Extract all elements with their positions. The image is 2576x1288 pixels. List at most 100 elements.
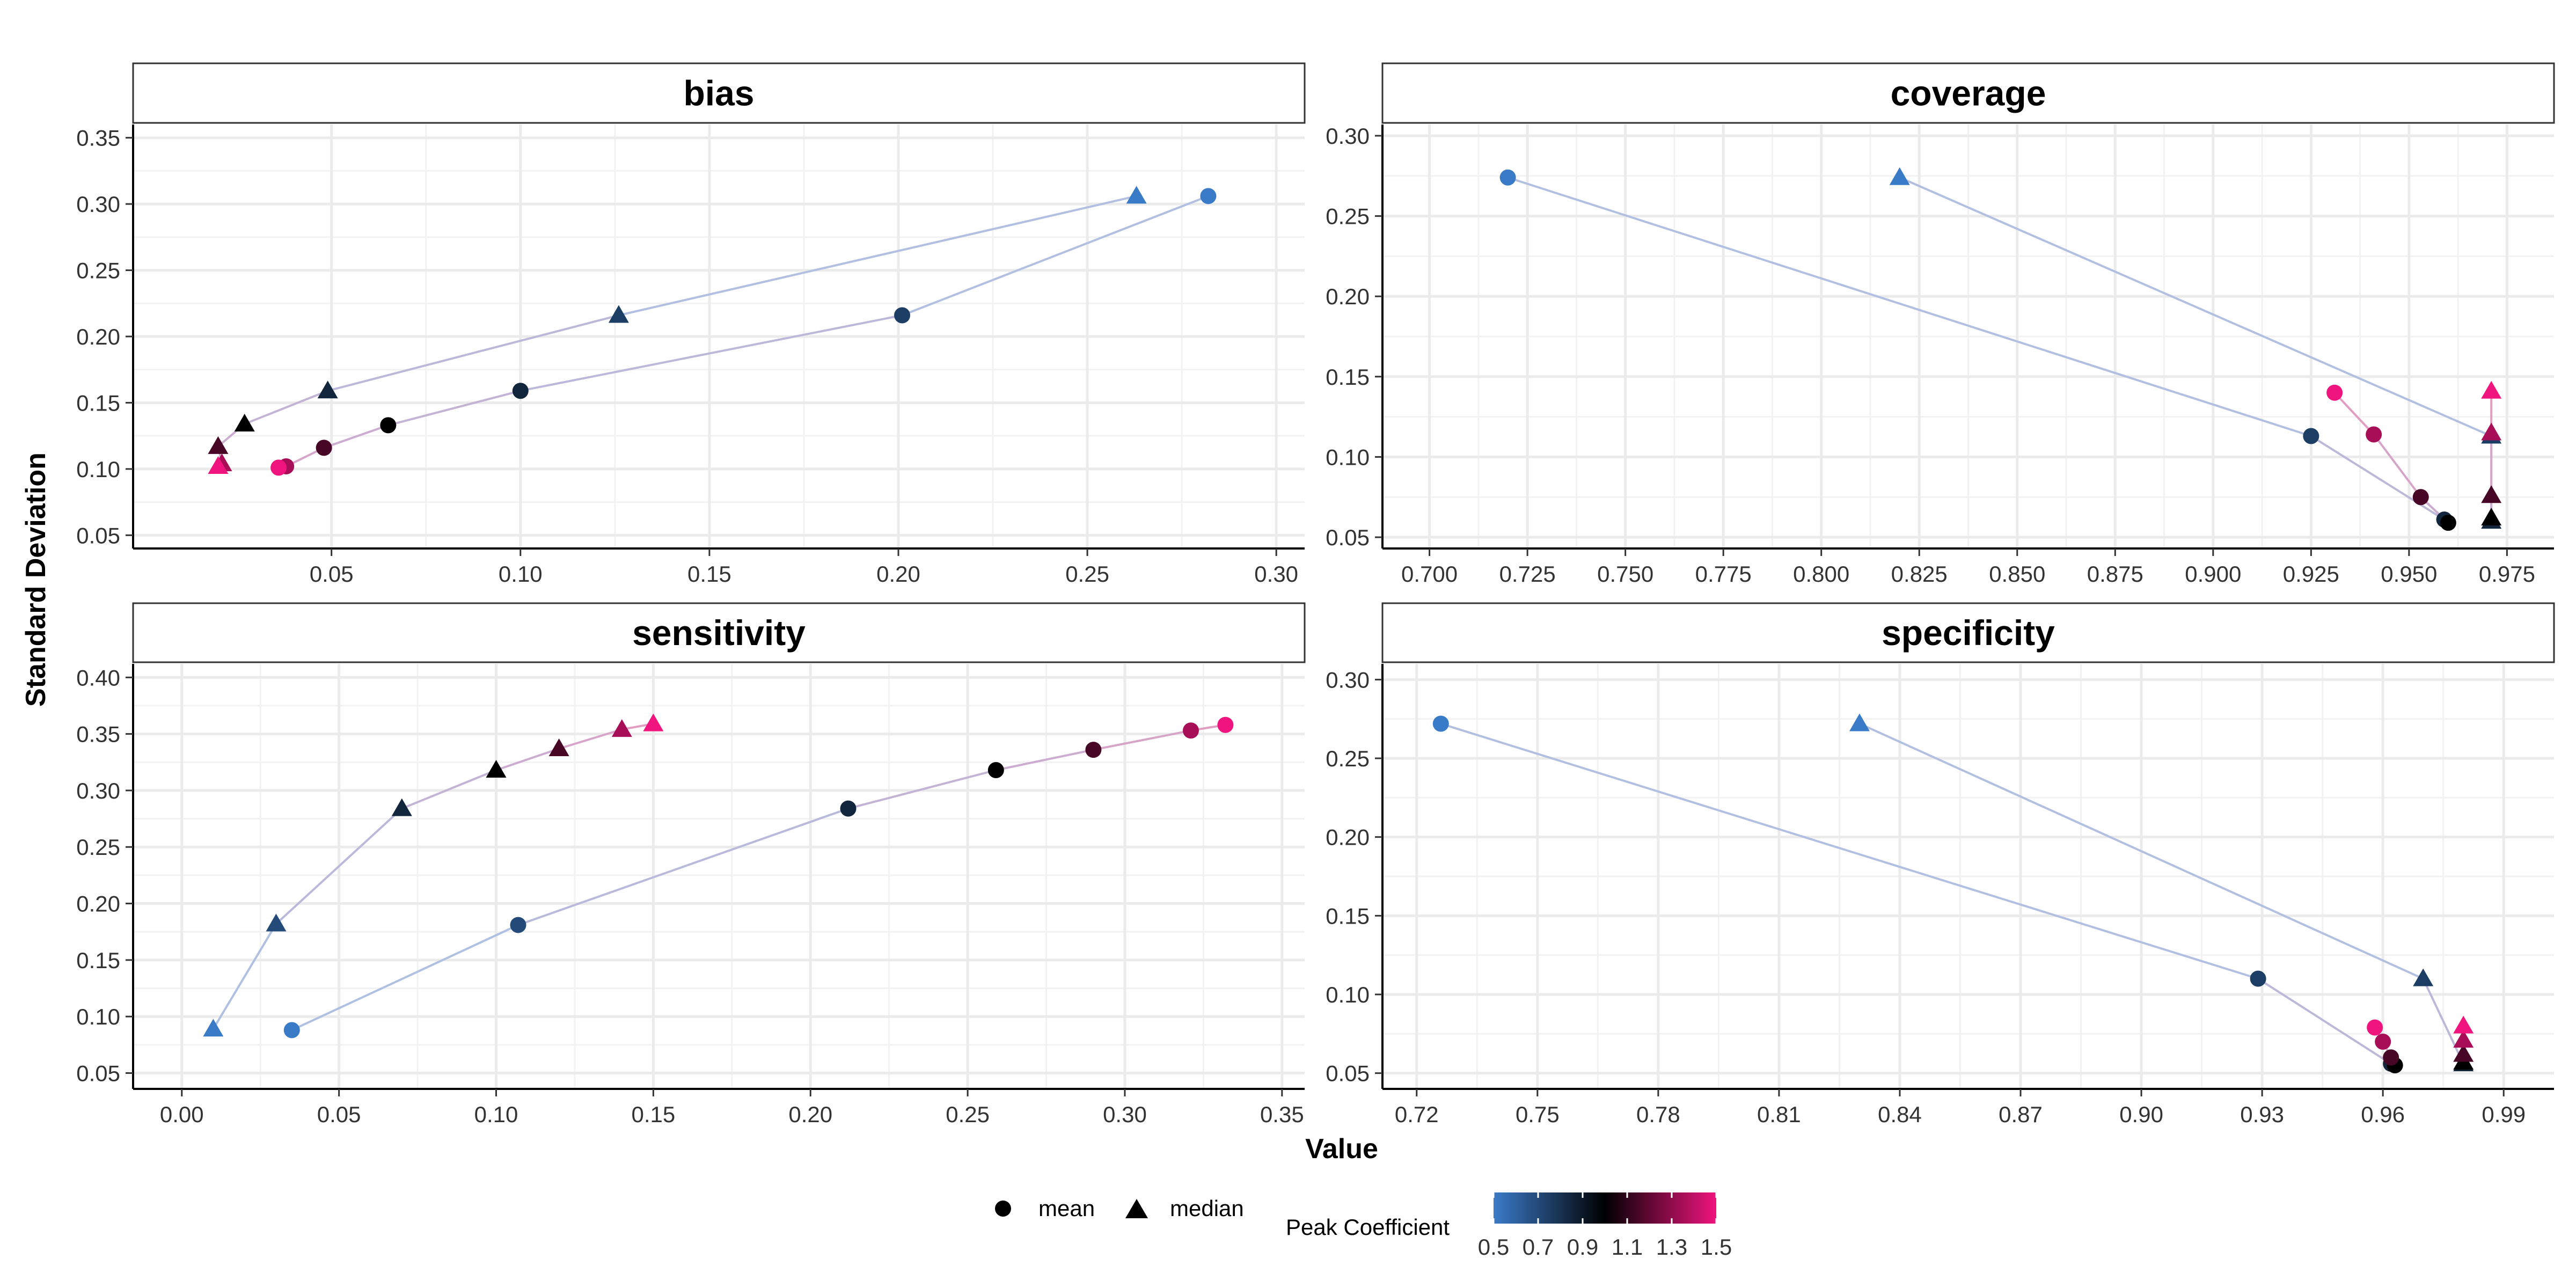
median-point — [2453, 1015, 2474, 1034]
y-tick-label: 0.10 — [76, 1004, 120, 1029]
mean-point — [316, 440, 332, 456]
y-tick-label: 0.30 — [76, 778, 120, 803]
y-tick-label: 0.30 — [1326, 667, 1370, 692]
mean-connector-line — [1507, 176, 2311, 437]
x-tick-label: 0.96 — [2361, 1102, 2405, 1127]
mean-point — [1182, 722, 1199, 739]
mean-point — [840, 800, 857, 817]
mean-point — [2412, 489, 2429, 506]
x-tick-label: 0.20 — [788, 1102, 832, 1127]
x-tick-label: 0.850 — [1989, 561, 2045, 587]
median-point — [1849, 713, 1870, 731]
y-tick-label: 0.25 — [1326, 746, 1370, 771]
x-tick-label: 0.84 — [1878, 1102, 1922, 1127]
y-tick-label: 0.20 — [1326, 825, 1370, 850]
x-tick-label: 0.750 — [1597, 561, 1653, 587]
median-point — [234, 413, 255, 431]
median-connector-line — [401, 769, 497, 810]
median-connector-line — [559, 728, 623, 750]
mean-point — [2326, 384, 2343, 401]
gridlines — [1382, 664, 2554, 1089]
median-point — [208, 436, 229, 454]
mean-connector-line — [520, 314, 903, 392]
panel-sensitivity: sensitivity 0.00 0.05 0.10 0.15 0.20 0.25 0.30 0… — [76, 602, 1306, 1127]
mean-point — [2367, 1019, 2383, 1036]
colorbar-tick-label: 0.9 — [1567, 1234, 1598, 1260]
y-tick-label: 0.35 — [76, 126, 120, 151]
mean-point — [512, 383, 529, 399]
x-tick-label: 0.725 — [1499, 561, 1556, 587]
mean-point — [510, 917, 526, 933]
x-tick-label: 0.81 — [1757, 1102, 1801, 1127]
y-tick-label: 0.25 — [76, 835, 120, 860]
y-tick-label: 0.15 — [1326, 364, 1370, 390]
mean-point — [2366, 426, 2382, 443]
x-tick-label: 0.75 — [1516, 1102, 1560, 1127]
y-tick-label: 0.05 — [76, 523, 120, 548]
y-tick-label: 0.05 — [76, 1061, 120, 1086]
x-tick-label: 0.93 — [2240, 1102, 2284, 1127]
median-point — [2413, 968, 2434, 986]
median-point — [208, 456, 229, 474]
median-point — [391, 798, 412, 816]
x-tick-label: 0.700 — [1401, 561, 1458, 587]
x-tick-label: 0.25 — [1065, 561, 1109, 587]
y-tick-label: 0.20 — [76, 324, 120, 349]
x-tick-label: 0.25 — [946, 1102, 990, 1127]
x-tick-label: 0.875 — [2087, 561, 2143, 587]
facet-title: bias — [683, 74, 754, 113]
median-point — [2453, 1044, 2474, 1062]
mean-connector-line — [1440, 722, 2259, 980]
y-tick-label: 0.10 — [76, 457, 120, 482]
mean-point — [1432, 715, 1449, 732]
median-point — [266, 913, 287, 932]
x-tick-label: 0.15 — [632, 1102, 676, 1127]
mean-point — [380, 417, 397, 434]
legend-mean-symbol — [995, 1201, 1011, 1217]
y-tick-label: 0.15 — [1326, 903, 1370, 928]
mean-point — [1217, 716, 1234, 733]
mean-connector-line — [387, 390, 521, 427]
series-median — [203, 713, 664, 1037]
median-point — [317, 380, 338, 399]
mean-point — [1499, 169, 1516, 186]
y-tick-label: 0.10 — [1326, 982, 1370, 1007]
mean-point — [2383, 1049, 2399, 1066]
facet-panels: bias 0.05 0.10 0.15 0.20 0.25 0.30 0.05 0.10 0.15… — [76, 62, 2555, 1127]
y-tick-label: 0.25 — [1326, 204, 1370, 229]
x-tick-label: 0.825 — [1891, 561, 1948, 587]
colorbar-tick-label: 0.5 — [1478, 1234, 1509, 1260]
mean-point — [1200, 188, 1217, 204]
y-tick-label: 0.15 — [76, 390, 120, 415]
series-median — [1889, 167, 2502, 529]
mean-connector-line — [1093, 729, 1191, 751]
x-tick-label: 0.775 — [1695, 561, 1752, 587]
y-tick-label: 0.15 — [76, 948, 120, 973]
series-mean — [1499, 169, 2456, 531]
median-point — [548, 738, 569, 756]
median-point — [2453, 1030, 2474, 1048]
mean-connector-line — [323, 424, 389, 449]
gridlines — [133, 125, 1305, 548]
median-point — [486, 760, 507, 778]
mean-point — [2375, 1034, 2391, 1050]
facet-strip — [132, 62, 1306, 124]
legend-median-label: median — [1170, 1196, 1244, 1221]
median-connector-line — [244, 390, 328, 425]
series-median — [208, 186, 1147, 474]
legend-median-symbol — [1125, 1199, 1148, 1218]
x-tick-label: 0.78 — [1636, 1102, 1680, 1127]
mean-point — [283, 1022, 300, 1038]
median-point — [2481, 380, 2502, 399]
y-tick-label: 0.25 — [76, 258, 120, 283]
median-connector-line — [212, 923, 277, 1030]
y-tick-label: 0.20 — [1326, 284, 1370, 309]
mean-connector-line — [848, 769, 997, 810]
x-tick-label: 0.87 — [1999, 1102, 2043, 1127]
facet-title: coverage — [1891, 74, 2046, 113]
facet-title: sensitivity — [632, 613, 806, 653]
colorbar-tick-label: 1.5 — [1701, 1234, 1732, 1260]
mean-connector-line — [2310, 435, 2445, 521]
series-mean — [283, 716, 1234, 1038]
